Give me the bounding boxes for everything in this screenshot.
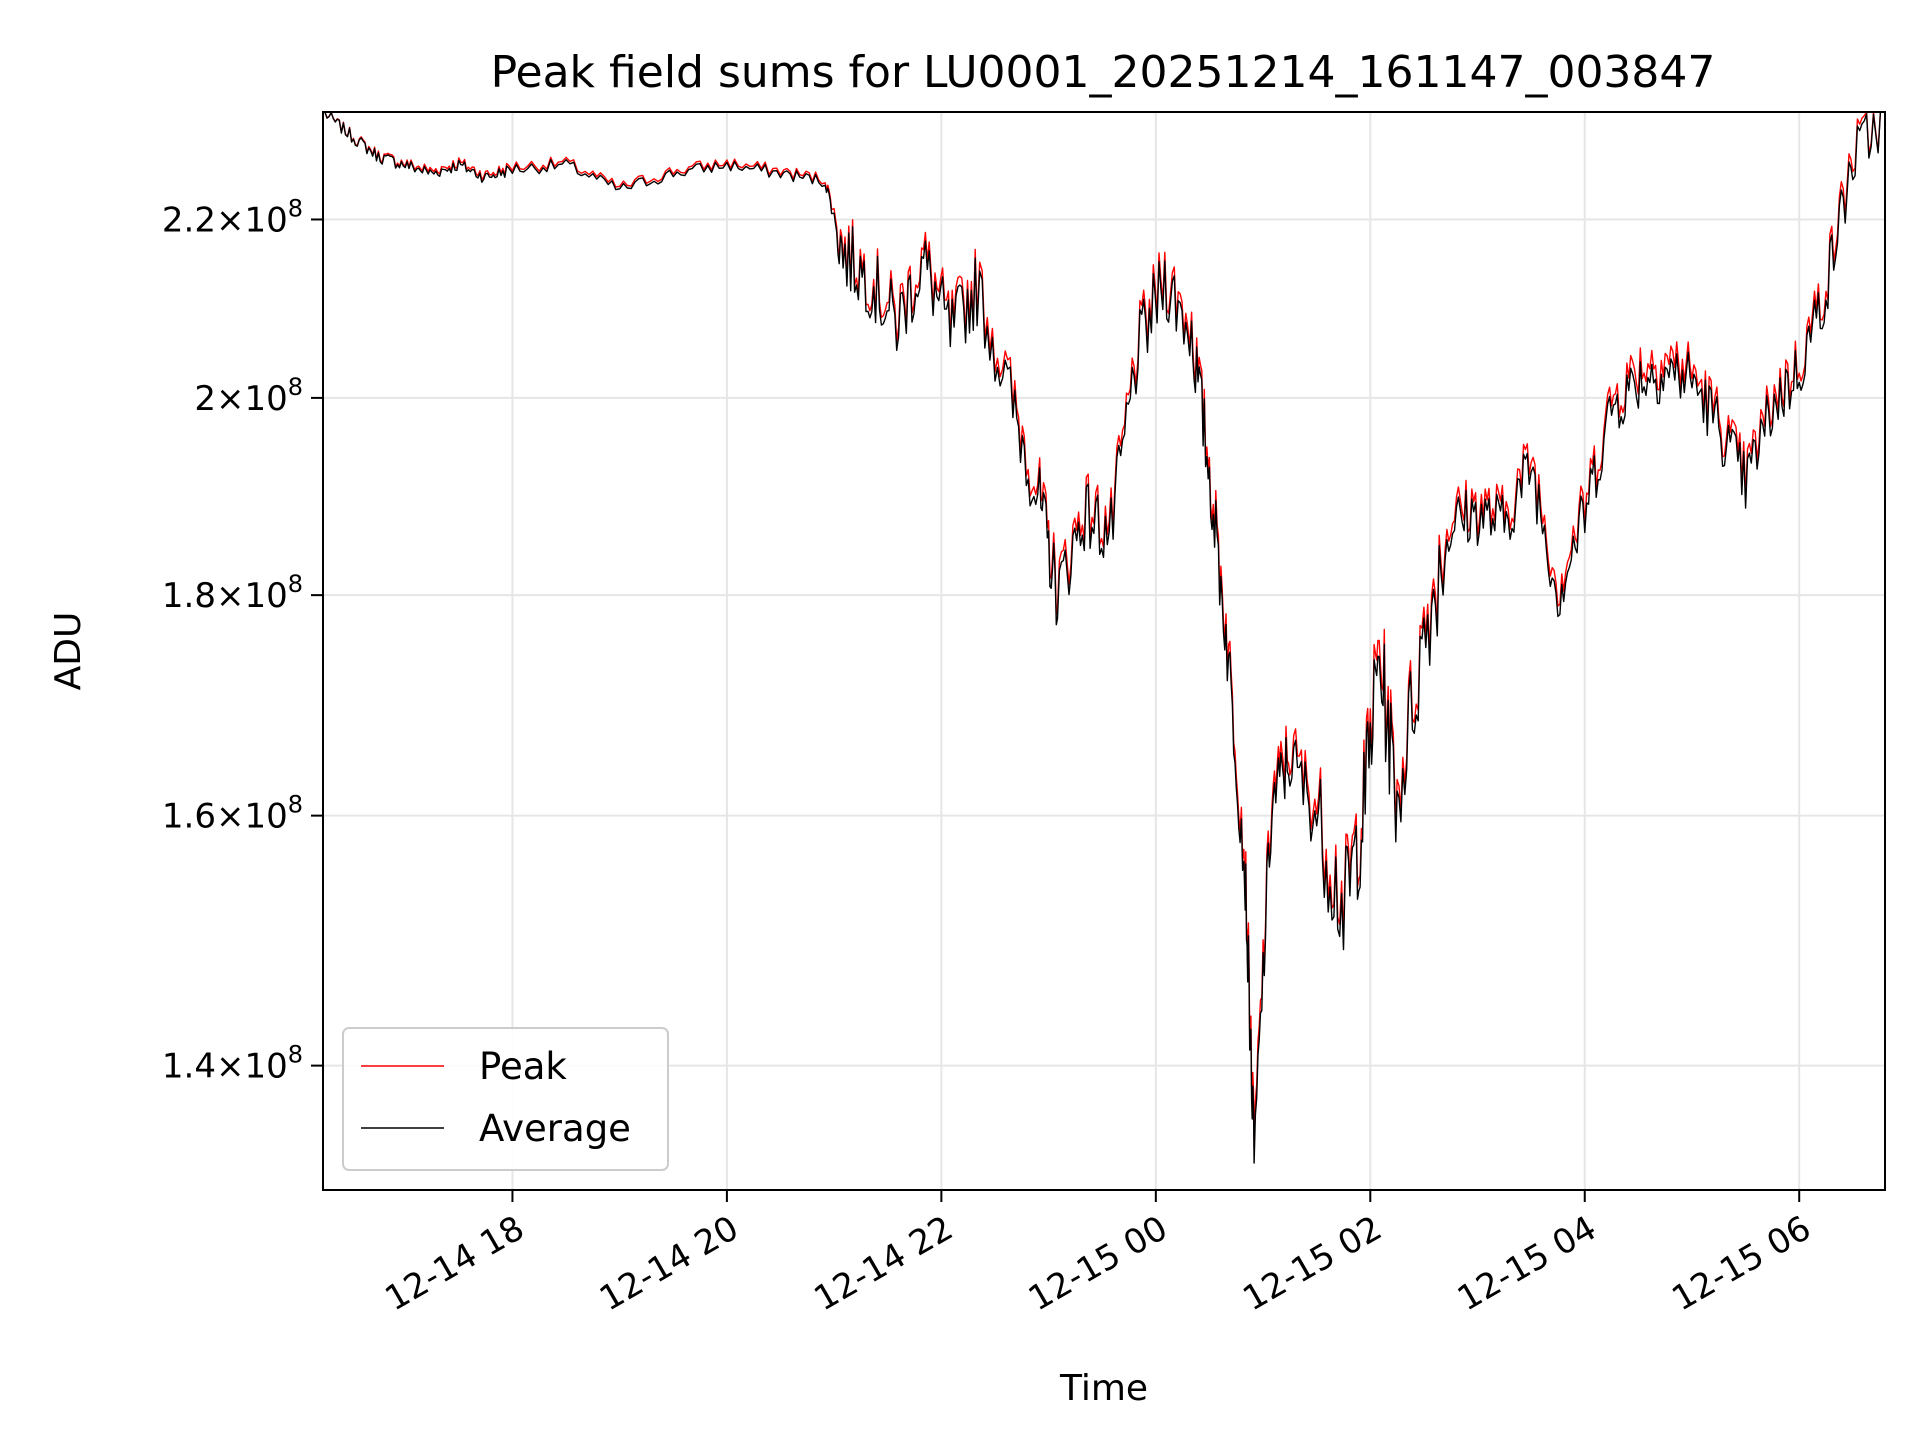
plot-frame (322, 111, 1886, 1191)
legend-label-average: Average (479, 1107, 631, 1150)
y-tick-label: 1.8×108 (162, 570, 303, 616)
chart-title: Peak field sums for LU0001_20251214_1611… (491, 47, 1716, 98)
y-axis: 1.4×108 1.6×108 1.8×108 2×108 2.2×108 (162, 194, 323, 1087)
y-tick-label: 2.2×108 (162, 194, 303, 240)
y-tick-label: 1.6×108 (162, 791, 303, 837)
series-line-average (322, 111, 1885, 1164)
series-line-peak (322, 111, 1885, 1150)
legend-label-peak: Peak (479, 1045, 567, 1088)
legend: Peak Average (342, 1027, 669, 1171)
y-tick-label: 2×108 (194, 373, 303, 419)
legend-box (342, 1027, 669, 1171)
series-layer (322, 111, 1885, 1164)
y-tick-label: 1.4×108 (162, 1041, 303, 1087)
x-axis-label: Time (1059, 1368, 1148, 1409)
y-axis-label: ADU (48, 612, 89, 691)
